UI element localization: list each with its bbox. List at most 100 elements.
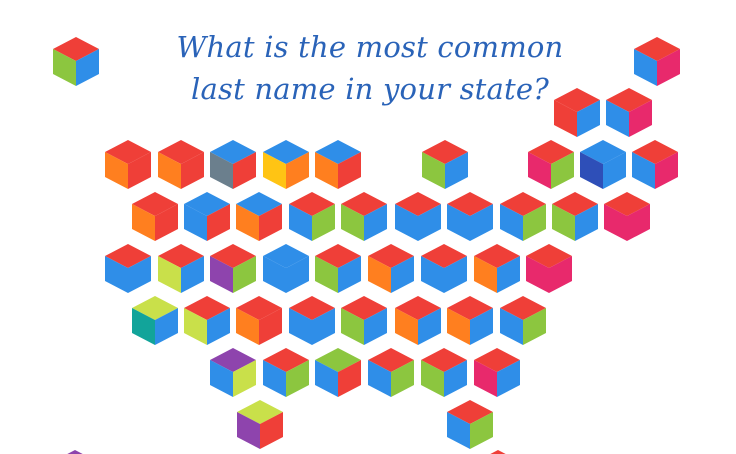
cube-face-right: [286, 256, 309, 293]
cube-face-left: [236, 204, 259, 241]
cube-face-right: [497, 360, 520, 397]
cube-face-right: [233, 256, 256, 293]
cube-face-right: [497, 256, 520, 293]
cube-face-right: [577, 100, 600, 137]
cube-face-left: [341, 308, 364, 345]
state-cube-r1-c5: [315, 140, 361, 189]
state-cube-r3-c3: [210, 244, 256, 293]
cube-face-right: [418, 308, 441, 345]
cube-face-right: [181, 152, 204, 189]
state-cube-r4-c2: [184, 296, 230, 345]
cube-face-left: [53, 49, 76, 86]
state-cube-r5-c3: [315, 348, 361, 397]
cube-face-left: [132, 308, 155, 345]
cube-face-left: [184, 308, 207, 345]
state-cube-r2-c5: [341, 192, 387, 241]
state-cube-ne-5: [632, 140, 678, 189]
state-cube-r5-c6: [474, 348, 520, 397]
cube-face-left: [528, 152, 551, 189]
state-cube-decor-top-left: [53, 37, 99, 86]
state-cube-r4-c1: [132, 296, 178, 345]
cube-face-right: [338, 152, 361, 189]
state-cube-r3-c7: [421, 244, 467, 293]
cube-face-right: [655, 152, 678, 189]
state-cube-r2-c8: [500, 192, 546, 241]
cube-face-right: [260, 412, 283, 449]
state-cube-r1-c2: [158, 140, 204, 189]
title-line-2: last name in your state?: [191, 72, 549, 106]
cube-face-left: [105, 152, 128, 189]
cube-face-right: [286, 360, 309, 397]
state-cube-r2-c7: [447, 192, 493, 241]
state-cube-r5-c2: [263, 348, 309, 397]
cube-face-left: [289, 308, 312, 345]
cube-face-left: [606, 100, 629, 137]
cube-face-right: [155, 308, 178, 345]
cube-face-right: [338, 256, 361, 293]
state-cube-edge-bottom-mid: [490, 450, 506, 454]
state-cube-r3-c9: [526, 244, 572, 293]
cube-face-right: [523, 204, 546, 241]
cube-face-left: [184, 204, 207, 241]
cube-face-left: [632, 152, 655, 189]
cube-face-right: [603, 152, 626, 189]
state-cube-r2-c1: [132, 192, 178, 241]
cube-face-left: [158, 256, 181, 293]
state-cube-r1-c3: [210, 140, 256, 189]
cube-face-right: [391, 360, 414, 397]
state-cube-r4-c6: [395, 296, 441, 345]
cube-face-left: [315, 152, 338, 189]
cube-face-right: [391, 256, 414, 293]
cube-face-left: [132, 204, 155, 241]
cube-face-right: [312, 308, 335, 345]
cube-face-right: [470, 308, 493, 345]
cube-face-left: [554, 100, 577, 137]
cube-face-right: [286, 152, 309, 189]
cube-face-right: [627, 204, 650, 241]
state-cube-r1-c1: [105, 140, 151, 189]
state-cube-r2-c9: [552, 192, 598, 241]
state-cube-r2-c3: [236, 192, 282, 241]
cube-face-left: [474, 360, 497, 397]
state-cube-r1-c6: [422, 140, 468, 189]
state-cube-r5-c4: [368, 348, 414, 397]
cube-face-left: [368, 360, 391, 397]
cube-face-right: [233, 152, 256, 189]
state-cube-r3-c2: [158, 244, 204, 293]
cube-face-left: [263, 360, 286, 397]
cube-face-left: [422, 152, 445, 189]
cube-face-left: [580, 152, 603, 189]
state-cube-r2-c2: [184, 192, 230, 241]
cube-face-left: [236, 308, 259, 345]
cube-face-right: [338, 360, 361, 397]
state-cube-r4-c8: [500, 296, 546, 345]
cube-face-right: [444, 360, 467, 397]
cube-face-left: [395, 204, 418, 241]
state-cube-ne-1: [554, 88, 600, 137]
title-line-1: What is the most common: [176, 30, 564, 64]
cube-face-left: [315, 256, 338, 293]
cube-face-left: [447, 308, 470, 345]
cube-face-left: [447, 204, 470, 241]
cube-face-right: [470, 412, 493, 449]
state-cube-r2-c6: [395, 192, 441, 241]
cube-face-right: [470, 204, 493, 241]
cube-face-right: [207, 204, 230, 241]
cube-face-right: [181, 256, 204, 293]
cube-face-right: [418, 204, 441, 241]
cube-face-left: [447, 412, 470, 449]
state-cube-r5-c1: [210, 348, 256, 397]
cube-face-right: [128, 256, 151, 293]
cube-face-left: [421, 256, 444, 293]
cube-face-top: [67, 450, 83, 454]
cube-face-right: [444, 256, 467, 293]
state-cube-edge-bottom-left: [67, 450, 83, 454]
state-cube-r3-c1: [105, 244, 151, 293]
state-cube-r3-c8: [474, 244, 520, 293]
state-cube-r3-c5: [315, 244, 361, 293]
cube-face-left: [500, 204, 523, 241]
state-cube-r5-c5: [421, 348, 467, 397]
cube-face-right: [233, 360, 256, 397]
state-cube-r4-c4: [289, 296, 335, 345]
cube-face-left: [604, 204, 627, 241]
